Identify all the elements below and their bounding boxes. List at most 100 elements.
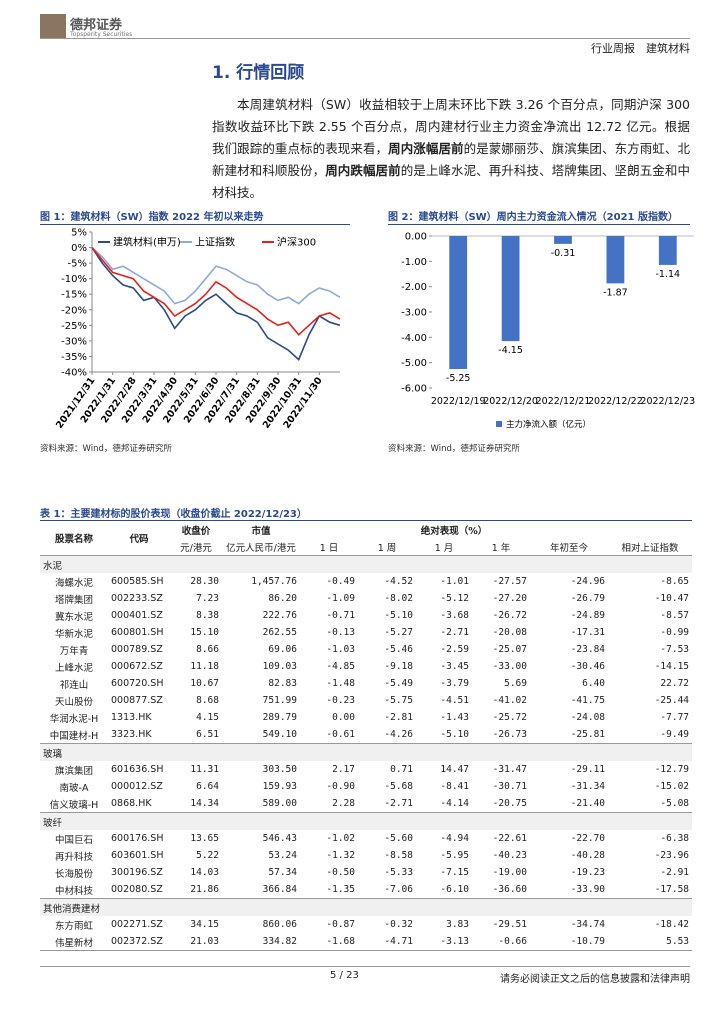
cell-value: 7.23 <box>196 593 219 604</box>
cell-value: -17.31 <box>570 627 606 638</box>
stock-table: 股票名称 代码 收盘价 市值 绝对表现（%） 元/港元 亿元人民币/港元 1 日 1 周 1 月 1… <box>40 520 693 951</box>
cell-value: 1,457.76 <box>251 576 297 587</box>
stock-name: 冀东水泥 <box>54 611 93 623</box>
cell-value: 11.31 <box>190 764 219 775</box>
cell-value: -3.13 <box>440 936 469 947</box>
data-row: 华润水泥-H 1313.HK 4.15 289.79 0.00 -2.81 -1.43 -25… <box>40 709 692 726</box>
cell-value: -33.00 <box>492 661 527 672</box>
cell-value: -20.75 <box>492 798 527 809</box>
cell-value: -4.85 <box>326 661 355 672</box>
cell-value: 5.53 <box>666 936 690 947</box>
cell-value: 589.00 <box>262 798 297 809</box>
stock-name: 南玻-A <box>59 782 89 794</box>
cell-value: -5.75 <box>384 695 413 706</box>
cell-value: -25.72 <box>492 712 527 723</box>
cell-value: 0.71 <box>390 764 413 775</box>
cell-value: 262.55 <box>262 627 297 638</box>
stock-name: 中国巨石 <box>54 834 93 846</box>
cell-value: 22.72 <box>660 678 690 689</box>
cell-value: -5.08 <box>660 798 690 809</box>
cell-value: -5.33 <box>384 867 413 878</box>
cell-value: -1.43 <box>440 712 469 723</box>
stock-code: 000877.SZ <box>111 695 163 706</box>
cell-value: -1.09 <box>326 593 355 604</box>
bar <box>606 236 625 284</box>
stock-name: 东方雨虹 <box>54 920 93 932</box>
cell-value: -0.49 <box>326 576 355 587</box>
cell-value: -1.35 <box>326 884 355 895</box>
cell-value: 57.34 <box>268 867 297 878</box>
cell-value: -23.96 <box>654 850 690 861</box>
y-tick-label: -4.00 <box>401 333 427 344</box>
cell-value: 289.79 <box>262 712 297 723</box>
cell-value: -3.68 <box>440 610 469 621</box>
cell-value: 86.20 <box>268 593 297 604</box>
footer-rule <box>40 966 690 967</box>
cell-value: 11.18 <box>190 661 219 672</box>
header-cell: 1 周 <box>377 542 397 554</box>
cell-value: -5.10 <box>384 610 413 621</box>
legend-label: 主力净流入额（亿元） <box>506 419 591 430</box>
data-row: 华新水泥 600801.SH 15.10 262.55 -0.13 -5.27 -2.71 -… <box>40 624 692 641</box>
cell-value: -7.15 <box>440 867 469 878</box>
bar-chart: 0.00 -1.00 -2.00 -3.00 -4.00 -5.00 -6.00 2022/1… <box>401 232 695 431</box>
header-cell: 年初至今 <box>550 542 589 554</box>
cell-value: -1.03 <box>326 644 355 655</box>
value-label: -5.25 <box>446 373 471 384</box>
cell-value: -7.77 <box>660 712 690 723</box>
data-row: 信义玻璃-H 0868.HK 14.34 589.00 2.28 -2.71 -4.14 -2… <box>40 795 692 813</box>
cell-value: -27.57 <box>492 576 527 587</box>
cell-value: 8.38 <box>196 610 219 621</box>
figure-caption: 图 1：建筑材料（SW）指数 2022 年初以来走势 <box>40 212 264 223</box>
cell-value: 15.10 <box>190 627 219 638</box>
header-cell: 市值 <box>251 525 271 537</box>
cell-value: -30.71 <box>492 781 527 792</box>
cell-value: -21.40 <box>570 798 606 809</box>
cell-value: -5.49 <box>384 678 413 689</box>
cell-value: -18.42 <box>654 919 690 930</box>
cell-value: 4.15 <box>196 712 219 723</box>
cell-value: -8.58 <box>384 850 413 861</box>
cell-value: 109.03 <box>262 661 297 672</box>
cell-value: -1.02 <box>326 833 355 844</box>
cell-value: 34.15 <box>190 919 219 930</box>
stock-name: 信义玻璃-H <box>49 799 99 811</box>
stock-code: 002080.SZ <box>111 884 163 895</box>
cell-value: -26.73 <box>492 729 527 740</box>
cell-value: -20.08 <box>492 627 527 638</box>
stock-code: 600585.SH <box>111 576 164 587</box>
cell-value: -0.87 <box>326 919 355 930</box>
y-tick-label: -10% <box>61 274 87 285</box>
stock-code: 3323.HK <box>111 729 152 740</box>
paragraph-segment: 本周建筑材料（SW）收益相较于上周末环比下跌 3.26 个百分点，同期沪深 30… <box>212 97 690 156</box>
cell-value: -1.68 <box>326 936 355 947</box>
value-label: -1.87 <box>603 287 628 298</box>
value-label: -4.15 <box>498 345 523 356</box>
cell-value: -33.90 <box>570 884 606 895</box>
cell-value: 6.64 <box>196 781 219 792</box>
cell-value: 860.06 <box>262 919 297 930</box>
stock-name: 上峰水泥 <box>54 662 93 674</box>
y-tick-label: -1.00 <box>401 257 427 268</box>
logo-icon <box>40 14 66 38</box>
paragraph-segment: 周内跌幅居前 <box>325 163 401 178</box>
cell-value: -4.14 <box>440 798 469 809</box>
y-tick-label: -35% <box>61 352 87 363</box>
stock-name: 万年青 <box>59 645 89 657</box>
header-cell: 相对上证指数 <box>621 542 679 554</box>
cell-value: -40.28 <box>570 850 606 861</box>
stock-name: 塔牌集团 <box>54 594 93 606</box>
cell-value: 10.67 <box>190 678 219 689</box>
section-title: 1. 行情回顾 <box>212 63 305 83</box>
cell-value: 334.82 <box>262 936 297 947</box>
data-row: 祁连山 600720.SH 10.67 82.83 -1.48 -5.49 -3.79 5.6… <box>40 675 692 692</box>
cell-value: 3.83 <box>446 919 469 930</box>
cell-value: -0.61 <box>326 729 355 740</box>
cell-value: -41.02 <box>492 695 527 706</box>
bar <box>658 236 677 265</box>
cell-value: -5.10 <box>440 729 469 740</box>
cell-value: 53.24 <box>268 850 297 861</box>
stock-name: 华新水泥 <box>54 628 93 640</box>
header-cell: 代码 <box>129 534 149 545</box>
stock-name: 中材科技 <box>54 885 93 897</box>
